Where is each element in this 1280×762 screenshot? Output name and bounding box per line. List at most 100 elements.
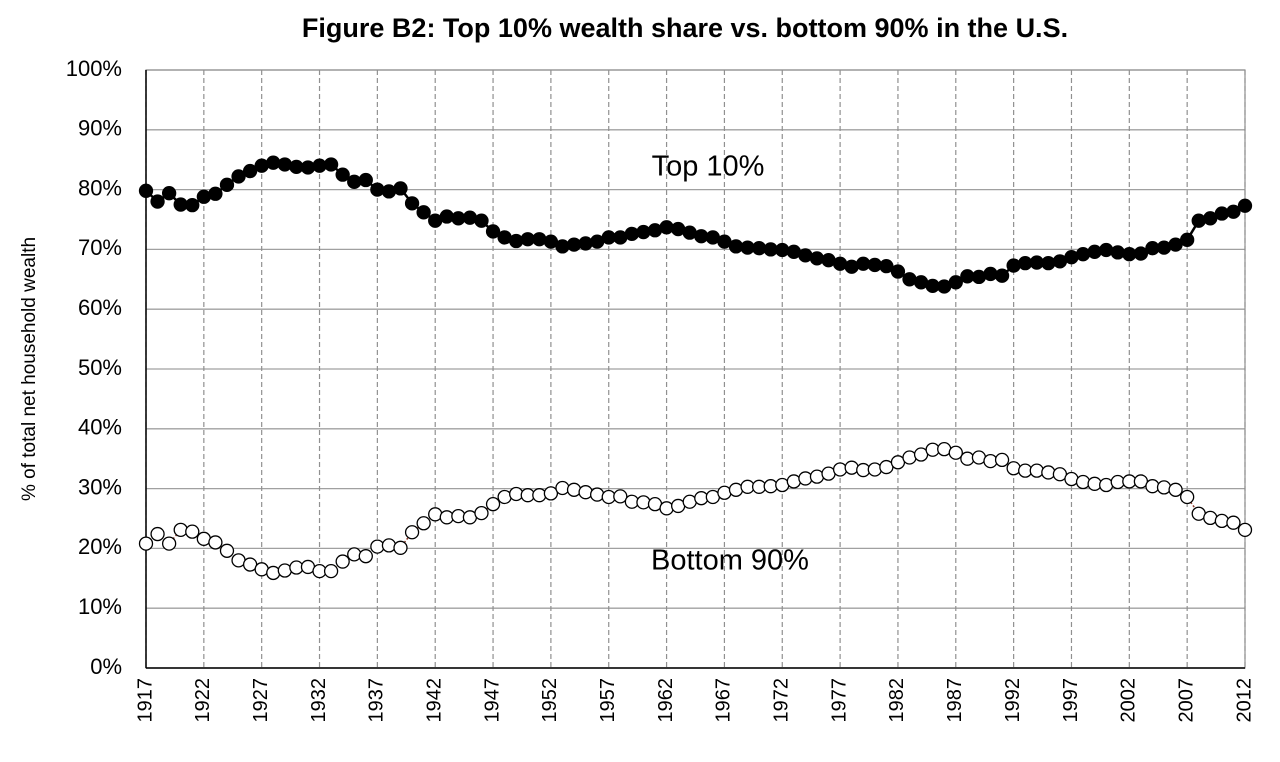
data-point — [798, 471, 813, 486]
data-point — [1168, 482, 1183, 497]
data-point — [416, 516, 431, 531]
data-point — [208, 186, 223, 201]
data-point — [1075, 474, 1091, 490]
data-point — [462, 210, 478, 225]
x-tick-label: 1967 — [713, 678, 735, 723]
data-point — [485, 496, 501, 512]
data-point — [1156, 480, 1172, 495]
data-point — [555, 239, 570, 254]
data-point — [1041, 465, 1056, 480]
data-point — [1029, 463, 1044, 478]
data-point — [659, 220, 674, 235]
data-point — [613, 489, 628, 504]
data-point — [1133, 246, 1149, 261]
y-tick-label: 50% — [78, 355, 122, 380]
data-point — [150, 194, 165, 209]
data-point — [347, 174, 362, 189]
data-point — [277, 563, 292, 578]
data-point — [636, 495, 651, 510]
data-point — [844, 259, 859, 274]
data-point — [219, 177, 235, 192]
data-point — [566, 482, 582, 497]
x-tick-label: 1917 — [134, 678, 156, 723]
data-point — [358, 172, 373, 188]
data-point — [231, 169, 246, 184]
data-point — [208, 535, 223, 550]
x-tick-label: 1972 — [771, 678, 793, 723]
data-point — [1226, 515, 1241, 530]
series-label: Top 10% — [652, 151, 765, 183]
data-point — [1237, 522, 1253, 538]
data-point — [474, 505, 489, 521]
data-point — [335, 554, 350, 569]
data-point — [1191, 213, 1206, 228]
data-point — [1064, 250, 1079, 265]
data-point — [439, 209, 454, 224]
data-point — [647, 223, 663, 238]
data-point — [532, 488, 547, 503]
data-point — [1156, 240, 1172, 255]
data-point — [1041, 256, 1056, 271]
x-tick-label: 1962 — [655, 678, 677, 723]
data-point — [1075, 247, 1091, 262]
x-tick-label: 1942 — [423, 678, 445, 723]
data-point — [242, 163, 258, 179]
data-point — [254, 158, 269, 173]
data-point — [1180, 232, 1195, 247]
data-point — [138, 536, 154, 551]
data-point — [983, 266, 998, 282]
data-point — [624, 226, 640, 242]
data-point — [775, 242, 790, 258]
x-tick-label: 1922 — [192, 678, 214, 723]
series-label: Bottom 90% — [651, 545, 809, 577]
data-point — [809, 251, 825, 266]
data-point — [381, 184, 397, 199]
y-tick-label: 60% — [78, 295, 122, 320]
data-point — [902, 272, 917, 287]
data-point — [1099, 477, 1114, 493]
x-tick-label: 2012 — [1233, 678, 1255, 723]
x-tick-label: 1952 — [539, 678, 561, 723]
data-point — [809, 469, 825, 484]
data-point — [578, 236, 593, 251]
x-tick-label: 1937 — [366, 678, 388, 723]
data-point — [404, 525, 420, 540]
data-point — [497, 489, 512, 505]
data-point — [138, 183, 154, 198]
data-point — [161, 536, 177, 551]
y-tick-label: 100% — [66, 56, 122, 81]
data-point — [428, 507, 443, 522]
y-axis-label: % of total net household wealth — [19, 237, 40, 501]
data-point — [879, 258, 894, 274]
data-point — [994, 268, 1010, 283]
data-point — [1226, 204, 1241, 219]
data-point — [844, 460, 859, 475]
data-point — [266, 155, 281, 170]
y-tick-label: 10% — [78, 594, 122, 619]
data-point — [1110, 245, 1125, 260]
data-point — [532, 232, 547, 247]
data-point — [1064, 471, 1079, 487]
x-tick-label: 1957 — [597, 678, 619, 723]
x-tick-label: 1992 — [1002, 678, 1024, 723]
x-tick-label: 1947 — [481, 678, 503, 723]
data-point — [1203, 510, 1218, 526]
data-point — [509, 233, 524, 249]
x-tick-label: 2002 — [1118, 678, 1140, 723]
data-point — [266, 565, 281, 581]
data-point — [277, 157, 292, 172]
y-tick-label: 20% — [78, 534, 122, 559]
data-point — [1006, 258, 1021, 273]
data-point — [416, 205, 431, 220]
data-point — [1099, 242, 1114, 258]
data-point — [474, 213, 489, 228]
data-point — [1180, 489, 1195, 505]
x-tick-label: 1982 — [886, 678, 908, 723]
data-point — [948, 445, 963, 460]
data-point — [1237, 198, 1253, 213]
x-tick-label: 1927 — [250, 678, 272, 723]
data-point — [185, 197, 200, 213]
x-tick-label: 1987 — [944, 678, 966, 723]
data-point — [971, 269, 987, 285]
